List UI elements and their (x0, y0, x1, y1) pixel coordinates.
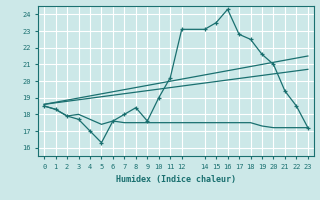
X-axis label: Humidex (Indice chaleur): Humidex (Indice chaleur) (116, 175, 236, 184)
